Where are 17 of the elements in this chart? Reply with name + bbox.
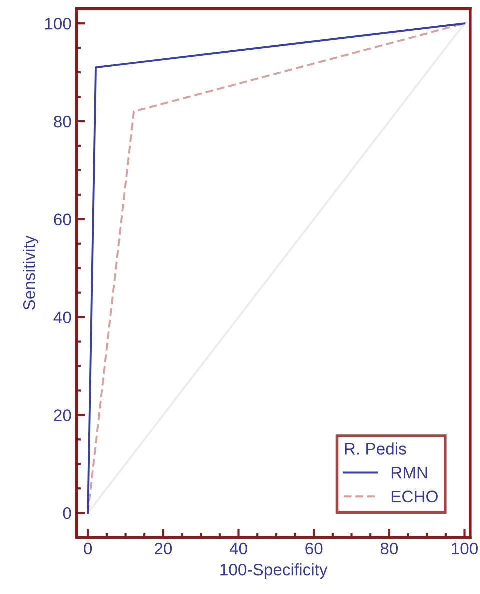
x-tick-label: 20 (155, 542, 172, 555)
legend-label: ECHO (392, 490, 438, 503)
x-tick-label: 60 (306, 542, 323, 555)
y-tick-label: 80 (54, 116, 72, 128)
x-axis-title: 100-Specificity (220, 564, 328, 580)
y-tick-label: 40 (54, 312, 72, 324)
x-tick-label: 80 (380, 542, 398, 555)
legend-label: RMN (392, 467, 428, 479)
x-tick-label: 0 (84, 542, 92, 555)
y-axis-title: Sensitivity (23, 236, 39, 310)
y-tick-label: 0 (63, 507, 72, 520)
legend-title: R. Pedis (345, 442, 406, 455)
y-tick-label: 60 (54, 214, 72, 226)
y-tick-label: 20 (54, 410, 72, 422)
x-tick-label: 100 (452, 542, 478, 555)
y-tick-label: 100 (45, 18, 72, 30)
x-tick-label: 40 (230, 542, 248, 555)
